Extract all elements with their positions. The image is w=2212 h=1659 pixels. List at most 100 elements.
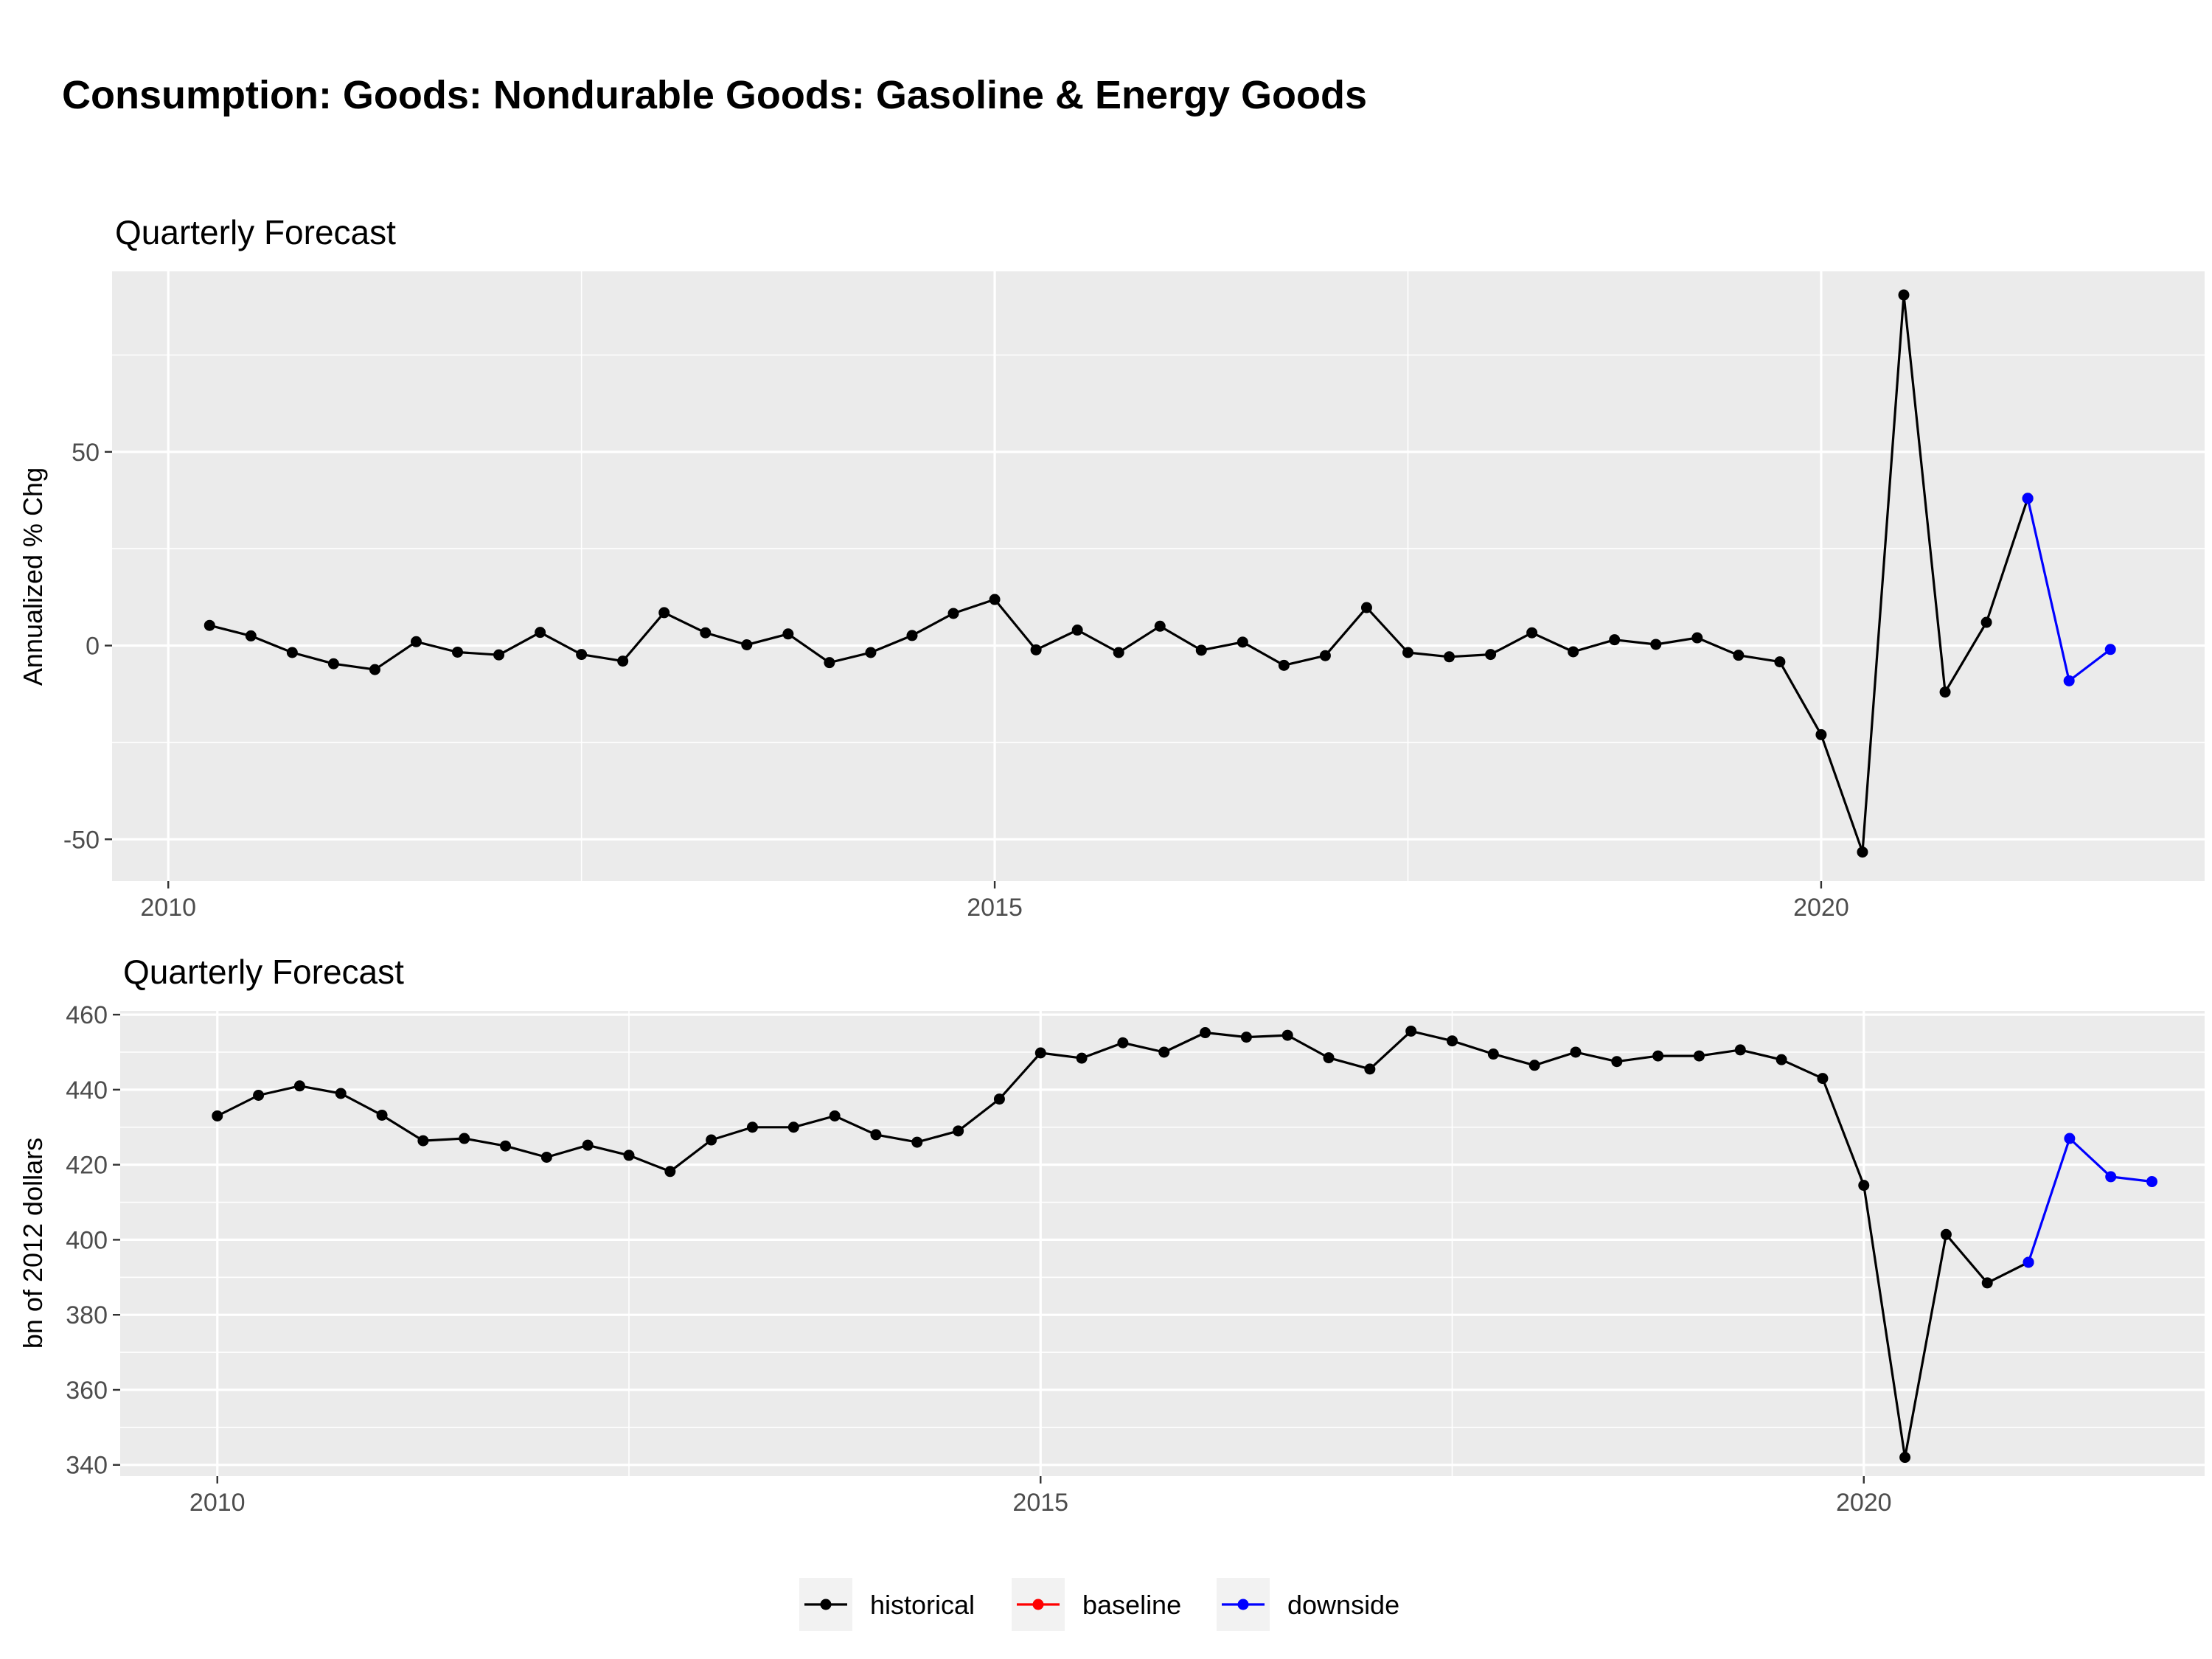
legend-key-point — [820, 1599, 832, 1610]
panel-2-title: Quarterly Forecast — [123, 953, 404, 991]
y-tick-label: 50 — [72, 439, 100, 467]
legend-item-downside: downside — [1217, 1578, 1399, 1631]
data-point-historical — [245, 630, 257, 641]
data-point-historical — [1652, 1050, 1664, 1062]
legend-label: historical — [870, 1590, 975, 1620]
data-point-historical — [327, 658, 339, 669]
data-point-historical — [1733, 650, 1745, 661]
data-point-historical — [1693, 1050, 1705, 1062]
data-point-historical — [335, 1088, 347, 1099]
data-point-historical — [1364, 1063, 1376, 1075]
x-tick-label: 2020 — [1836, 1489, 1892, 1517]
data-point-historical — [376, 1109, 388, 1121]
legend-label: downside — [1287, 1590, 1399, 1620]
data-point-historical — [787, 1121, 799, 1133]
data-point-historical — [1939, 686, 1951, 698]
data-point-historical — [1858, 1180, 1870, 1192]
panel-2-series — [212, 1025, 2158, 1464]
data-point-historical — [953, 1125, 964, 1137]
data-point-historical — [459, 1133, 470, 1144]
data-point-historical — [623, 1150, 635, 1161]
data-point-historical — [1319, 650, 1331, 661]
x-tick-label: 2015 — [967, 894, 1023, 922]
data-point-historical — [664, 1166, 676, 1178]
data-point-historical — [1940, 1228, 1952, 1240]
data-point-historical — [1899, 1452, 1911, 1464]
legend-key-point — [1032, 1599, 1044, 1610]
data-point-historical — [1857, 846, 1868, 858]
data-point-historical — [1117, 1037, 1129, 1048]
y-tick-label: 460 — [66, 1001, 108, 1029]
y-tick-label: 440 — [66, 1077, 108, 1105]
data-point-historical — [906, 630, 918, 641]
data-point-historical — [1980, 616, 1992, 628]
data-point-historical — [417, 1135, 429, 1147]
data-point-historical — [617, 655, 629, 667]
data-point-historical — [582, 1139, 594, 1151]
data-point-historical — [286, 647, 298, 658]
y-tick-label: -50 — [63, 826, 100, 854]
x-tick-label: 2020 — [1793, 894, 1849, 922]
data-point-historical — [947, 608, 959, 619]
data-point-historical — [1405, 1025, 1417, 1037]
data-point-historical — [865, 647, 877, 658]
data-point-historical — [493, 649, 505, 661]
y-tick-label: 400 — [66, 1226, 108, 1254]
data-point-historical — [1898, 289, 1910, 301]
data-point-historical — [1076, 1052, 1088, 1064]
y-tick-label: 0 — [86, 633, 100, 661]
data-point-historical — [1154, 620, 1166, 632]
data-point-historical — [993, 1093, 1005, 1105]
data-point-historical — [1195, 644, 1207, 656]
data-point-historical — [829, 1110, 841, 1121]
data-point-historical — [1981, 1277, 1993, 1289]
x-tick-label: 2010 — [189, 1489, 246, 1517]
data-point-historical — [911, 1136, 923, 1148]
data-point-historical — [1113, 647, 1124, 658]
data-point-historical — [452, 646, 464, 658]
data-point-historical — [658, 607, 670, 619]
legend-item-baseline: baseline — [1012, 1578, 1181, 1631]
data-point-historical — [576, 649, 588, 661]
data-point-historical — [1526, 627, 1538, 639]
data-point-historical — [870, 1129, 882, 1141]
panel-1-background — [112, 271, 2205, 881]
data-point-historical — [1485, 649, 1497, 661]
data-point-historical — [1402, 647, 1413, 658]
panel-2-gridlines — [120, 1011, 2205, 1476]
legend: historical baseline downside — [799, 1578, 1399, 1631]
data-point-historical — [410, 636, 422, 647]
data-point-historical — [824, 657, 835, 669]
legend-key-point — [1237, 1599, 1249, 1610]
data-point-historical — [1200, 1027, 1211, 1039]
data-point-historical — [1570, 1046, 1582, 1058]
data-point-historical — [1611, 1056, 1623, 1068]
data-point-historical — [500, 1140, 512, 1152]
panel-1-ticks: 2010 2015 2020 -50 0 50 — [63, 439, 1849, 922]
data-point-downside — [2022, 493, 2034, 504]
data-point-historical — [1775, 1054, 1787, 1065]
data-point-historical — [782, 628, 794, 640]
x-tick-label: 2010 — [140, 894, 196, 922]
data-point-historical — [253, 1089, 265, 1101]
main-title: Consumption: Goods: Nondurable Goods: Ga… — [62, 73, 1368, 117]
data-point-downside — [2104, 644, 2116, 655]
data-point-downside — [2146, 1176, 2158, 1188]
panel-2-ticks: 2010 2015 2020 340 360 380 400 420 440 460 — [66, 1001, 1891, 1517]
data-point-historical — [1691, 632, 1703, 644]
data-point-historical — [1281, 1029, 1293, 1041]
data-point-historical — [706, 1134, 717, 1146]
y-tick-label: 340 — [66, 1452, 108, 1480]
data-point-historical — [1447, 1035, 1458, 1047]
data-point-historical — [1030, 644, 1042, 655]
panel-1-y-axis-title: Annualized % Chg — [18, 467, 48, 686]
data-point-historical — [700, 627, 712, 639]
panel-1-gridlines — [112, 271, 2205, 881]
data-point-historical — [1528, 1060, 1540, 1071]
panel-annualized-change: Quarterly Forecast 2010 2015 2020 -50 0 50 An… — [18, 213, 2205, 922]
panel-2-background — [120, 1011, 2205, 1476]
data-point-historical — [1071, 625, 1083, 636]
data-point-historical — [1444, 651, 1455, 663]
y-tick-label: 420 — [66, 1152, 108, 1180]
x-tick-label: 2015 — [1012, 1489, 1068, 1517]
